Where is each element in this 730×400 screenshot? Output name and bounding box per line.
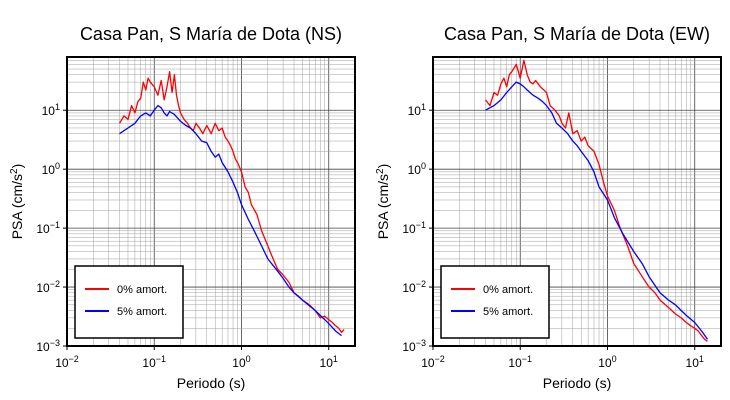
y-tick-label: 10−3 <box>402 338 426 354</box>
x-tick-label: 100 <box>232 354 250 370</box>
y-tick-label: 100 <box>42 161 60 177</box>
y-tick-label: 100 <box>408 161 426 177</box>
legend-box <box>440 265 550 339</box>
legend-label: 0% amort. <box>117 284 167 296</box>
chart-title: Casa Pan, S María de Dota (NS) <box>80 24 342 44</box>
y-tick-label: 10−2 <box>402 279 426 295</box>
x-tick-label: 101 <box>686 354 704 370</box>
y-tick-label: 101 <box>42 102 60 118</box>
plot-frame <box>432 56 722 347</box>
y-tick-label: 10−1 <box>402 220 426 236</box>
x-tick-label: 10−1 <box>142 354 166 370</box>
chart-title: Casa Pan, S María de Dota (EW) <box>444 24 710 44</box>
y-axis-label: PSA (cm/s2) <box>9 164 25 240</box>
y-axis-label: PSA (cm/s2) <box>375 164 391 240</box>
x-tick-label: 10−2 <box>55 354 79 370</box>
legend-box <box>74 265 184 339</box>
series-line-red <box>484 59 708 342</box>
legend-label: 5% amort. <box>483 306 533 318</box>
x-axis-label: Periodo (s) <box>543 375 611 391</box>
series-line-blue <box>119 104 342 337</box>
x-tick-label: 101 <box>320 354 338 370</box>
legend-label: 5% amort. <box>117 306 167 318</box>
x-tick-label: 10−2 <box>421 354 445 370</box>
x-tick-label: 10−1 <box>508 354 532 370</box>
y-tick-label: 101 <box>408 102 426 118</box>
x-axis-label: Periodo (s) <box>177 375 245 391</box>
y-tick-label: 10−2 <box>36 279 60 295</box>
y-tick-label: 10−3 <box>36 338 60 354</box>
series-line-blue <box>485 81 709 340</box>
y-tick-label: 10−1 <box>36 220 60 236</box>
x-tick-label: 100 <box>598 354 616 370</box>
plot-frame <box>66 56 356 347</box>
legend-label: 0% amort. <box>483 284 533 296</box>
